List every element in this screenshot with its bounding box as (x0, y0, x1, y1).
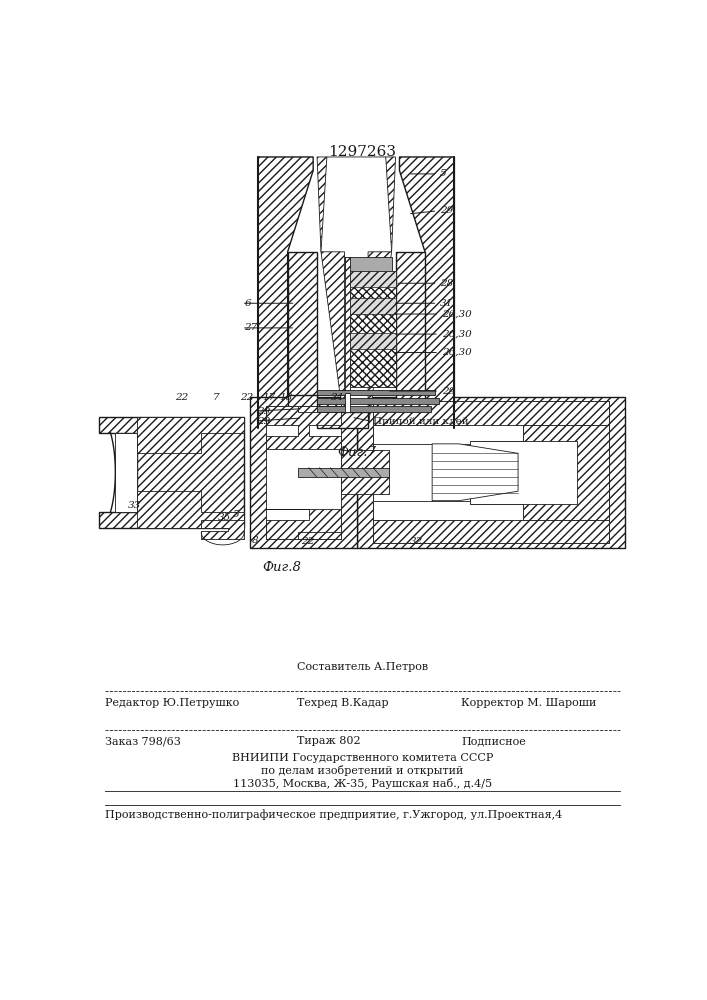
Text: Производственно-полиграфическое предприятие, г.Ужгород, ул.Проектная,4: Производственно-полиграфическое предприя… (105, 809, 562, 820)
Polygon shape (250, 397, 357, 548)
Text: 26,30: 26,30 (442, 310, 472, 319)
Polygon shape (373, 444, 469, 501)
Polygon shape (351, 333, 395, 349)
Text: 26,30: 26,30 (442, 348, 472, 357)
Polygon shape (357, 397, 626, 548)
Text: 113035, Москва, Ж-35, Раушская наб., д.4/5: 113035, Москва, Ж-35, Раушская наб., д.4… (233, 778, 492, 789)
Text: 5: 5 (440, 169, 447, 178)
Text: Фиг.8: Фиг.8 (262, 561, 301, 574)
Polygon shape (351, 271, 395, 287)
Polygon shape (288, 395, 317, 428)
Polygon shape (298, 468, 389, 477)
Polygon shape (362, 157, 395, 428)
Polygon shape (317, 157, 351, 428)
Text: 22: 22 (240, 393, 253, 402)
Text: 31: 31 (440, 299, 453, 308)
Polygon shape (288, 252, 317, 428)
Text: 34: 34 (331, 393, 344, 402)
Text: Составитель А.Петров: Составитель А.Петров (297, 662, 428, 672)
Text: 28: 28 (440, 279, 453, 288)
Polygon shape (373, 425, 523, 520)
Text: 6: 6 (245, 299, 251, 308)
Text: 22: 22 (301, 537, 314, 546)
Text: Фиг.7: Фиг.7 (337, 446, 375, 459)
Text: 17: 17 (262, 393, 276, 402)
Polygon shape (373, 401, 609, 543)
Polygon shape (201, 520, 244, 539)
Text: 7: 7 (213, 393, 219, 402)
Text: 1297263: 1297263 (328, 145, 397, 159)
Polygon shape (298, 532, 341, 539)
Polygon shape (351, 271, 395, 387)
Polygon shape (344, 257, 351, 393)
Polygon shape (317, 412, 368, 428)
Polygon shape (258, 157, 313, 428)
Text: 29: 29 (440, 206, 453, 215)
Polygon shape (115, 433, 137, 512)
Polygon shape (266, 406, 341, 539)
Polygon shape (266, 406, 341, 449)
Polygon shape (317, 406, 431, 412)
Polygon shape (399, 157, 455, 428)
Polygon shape (137, 491, 244, 528)
Polygon shape (351, 298, 395, 314)
Text: 33: 33 (129, 500, 141, 510)
Text: 29: 29 (257, 407, 270, 416)
Polygon shape (298, 406, 341, 412)
Text: 29: 29 (442, 387, 455, 396)
Polygon shape (321, 157, 392, 428)
Text: 35: 35 (218, 513, 231, 522)
Polygon shape (373, 401, 609, 441)
Polygon shape (523, 425, 609, 520)
Text: Редактор Ю.Петрушко: Редактор Ю.Петрушко (105, 698, 239, 708)
Text: 8: 8 (252, 536, 259, 545)
Polygon shape (137, 417, 244, 453)
Text: 32: 32 (409, 537, 423, 546)
Polygon shape (317, 398, 439, 404)
Polygon shape (341, 450, 389, 494)
Text: Заказ 798/63: Заказ 798/63 (105, 736, 181, 746)
Polygon shape (344, 257, 392, 271)
Text: Тираж 802: Тираж 802 (297, 736, 360, 746)
Polygon shape (317, 390, 435, 395)
Text: 22: 22 (175, 393, 188, 402)
Polygon shape (99, 417, 244, 528)
Polygon shape (344, 393, 351, 412)
Polygon shape (266, 509, 341, 539)
Text: 27: 27 (245, 323, 258, 332)
Text: 29: 29 (257, 417, 270, 426)
Text: Корректор М. Шароши: Корректор М. Шароши (461, 698, 596, 708)
Text: по делам изобретений и открытий: по делам изобретений и открытий (261, 765, 464, 776)
Text: ВНИИПИ Государственного комитета СССР: ВНИИПИ Государственного комитета СССР (232, 753, 493, 763)
Text: Подписное: Подписное (461, 736, 526, 746)
Polygon shape (373, 504, 609, 543)
Polygon shape (395, 252, 425, 428)
Text: 18: 18 (279, 393, 292, 402)
Text: 5: 5 (233, 510, 240, 519)
Text: Припой или клей: Припой или клей (373, 417, 469, 426)
Polygon shape (432, 444, 518, 501)
Text: 26,30: 26,30 (442, 330, 472, 339)
Text: Техред В.Кадар: Техред В.Кадар (297, 698, 388, 708)
